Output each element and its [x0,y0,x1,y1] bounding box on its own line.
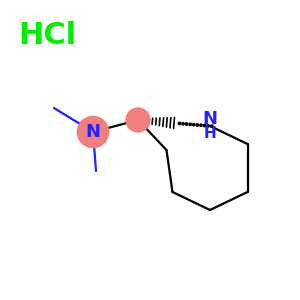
Circle shape [200,124,202,126]
Text: N: N [202,110,217,128]
Text: N: N [85,123,100,141]
Circle shape [182,123,184,125]
Circle shape [178,122,181,125]
Circle shape [77,116,109,148]
Text: HCl: HCl [18,22,76,50]
Circle shape [189,123,191,125]
Circle shape [193,124,195,126]
Text: H: H [204,126,216,141]
Circle shape [196,124,199,126]
Circle shape [185,123,188,125]
Circle shape [207,125,209,127]
Circle shape [203,124,206,127]
Circle shape [211,125,213,127]
Circle shape [126,108,150,132]
